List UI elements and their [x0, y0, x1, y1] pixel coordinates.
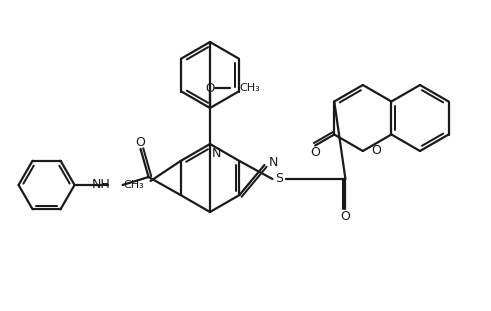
Text: O: O: [340, 210, 351, 222]
Text: CH₃: CH₃: [124, 180, 144, 190]
Text: O: O: [371, 145, 381, 157]
Text: NH: NH: [92, 179, 110, 192]
Text: S: S: [275, 173, 283, 185]
Text: O: O: [136, 136, 145, 148]
Text: O: O: [310, 146, 320, 159]
Text: O: O: [205, 81, 215, 95]
Text: CH₃: CH₃: [239, 83, 260, 93]
Text: N: N: [269, 156, 278, 169]
Text: N: N: [212, 147, 221, 160]
